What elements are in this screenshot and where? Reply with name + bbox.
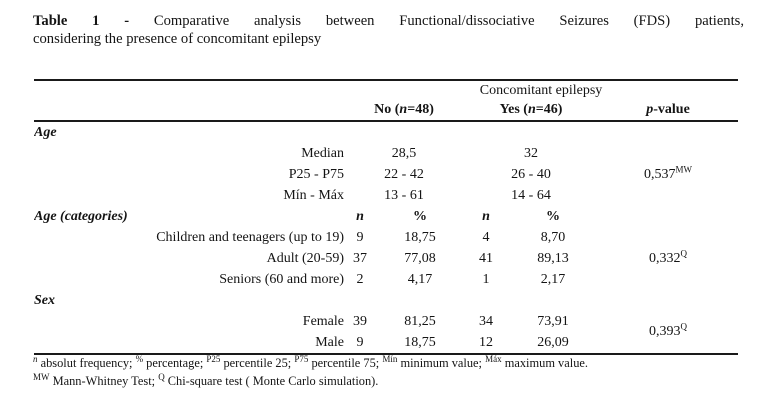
table-caption-line2: considering the presence of concomitant … [33,31,322,47]
test-superscript: Q [680,321,688,332]
row-label: Adult (20-59) [266,250,344,266]
table-header: Concomitant epilepsy No (n=48) Yes (n=46… [34,80,739,121]
spacer-cell [34,80,344,100]
subcol-header-n: n [482,208,490,224]
table-caption-line1: Table 1 - Comparative analysis between F… [33,12,744,30]
cell-no-n: 2 [356,271,364,287]
group-header: Concomitant epilepsy [479,82,603,98]
test-superscript: MW [675,163,693,174]
section-header-sex: Sex [34,292,55,308]
cell-no-pct: 77,08 [404,250,436,266]
cell-no-pct: 4,17 [407,271,433,287]
cell-yes-n: 34 [479,313,493,329]
cell-no-n: 9 [356,229,364,245]
section-header-age: Age [34,124,57,140]
row-label: Children and teenagers (up to 19) [156,229,344,245]
comparison-table: Concomitant epilepsy No (n=48) Yes (n=46… [34,79,739,355]
row-label: Median [301,145,344,161]
table-caption-text: Comparative analysis between Functional/… [153,13,744,29]
p-value-age: 0,537MW [644,163,693,182]
table-row: Children and teenagers (up to 19) 9 18,7… [34,227,738,265]
subcol-header-n: n [356,208,364,224]
cell-yes: 14 - 64 [511,187,551,203]
spacer-cell [344,290,738,311]
cell-no: 28,5 [391,145,417,161]
cell-yes-pct: 89,13 [537,250,569,266]
section-header-age-categories: Age (categories) [34,208,128,224]
cell-yes-pct: 73,91 [537,313,569,329]
cell-no-pct: 18,75 [404,334,436,350]
subcol-header-pct: % [413,208,427,224]
footnote-sup-max: Máx [485,353,502,364]
p-value-sex: 0,393Q [649,321,688,339]
column-header-row: No (n=48) Yes (n=46) p-value [34,100,738,121]
row-label: Female [302,313,344,329]
table-row: Adult (20-59) 37 77,08 41 89,13 [34,248,738,269]
footnote-sup-p25: P25 [206,353,221,364]
column-header-no: No (n=48) [374,102,434,117]
p-value-age-categories: 0,332Q [649,247,688,266]
cell-no-pct: 81,25 [404,313,436,329]
table-row: Mín - Máx 13 - 61 14 - 64 [34,185,738,206]
test-superscript: Q [680,247,688,258]
column-header-yes: Yes (n=46) [499,102,563,117]
footnote-sup-n: n [33,353,38,364]
footnote-sup-q: Q [158,371,165,382]
footnote-sup-min: Mín [382,353,398,364]
cell-yes-n: 41 [479,250,493,266]
cell-yes-pct: 8,70 [540,229,566,245]
group-header-row: Concomitant epilepsy [34,80,738,100]
section-row-sex: Sex [34,290,738,311]
table-row: Seniors (60 and more) 2 4,17 1 2,17 [34,269,738,290]
cell-no: 13 - 61 [384,187,424,203]
table-caption: Table 1 - Comparative analysis between F… [33,12,744,48]
cell-no-n: 39 [353,313,367,329]
row-label: Mín - Máx [283,187,344,203]
spacer-cell [34,100,344,121]
cell-yes-pct: 2,17 [540,271,566,287]
footnote-line-1: n absolut frequency; % percentage; P25 p… [33,353,588,370]
cell-no-n: 9 [356,334,364,350]
table-row: P25 - P75 22 - 42 26 - 40 [34,164,738,185]
table-number: Table 1 - [33,13,130,29]
spacer-cell [598,206,738,227]
subcol-header-pct: % [546,208,560,224]
cell-yes: 26 - 40 [511,166,551,182]
cell-yes-n: 4 [482,229,490,245]
row-label: P25 - P75 [288,166,344,182]
cell-yes-n: 12 [479,334,493,350]
cell-no-pct: 18,75 [404,229,436,245]
table-row: Median 28,5 32 0,537MW [34,143,738,181]
cell-yes-n: 1 [482,271,490,287]
footnote-sup-pct: % [135,353,144,364]
column-header-pvalue: p-value [646,102,690,117]
section-row-age-categories: Age (categories) n % n % [34,206,738,227]
table-row: Female 39 81,25 34 73,91 0,393Q [34,311,738,339]
cell-no-n: 37 [353,250,367,266]
footnotes: n absolut frequency; % percentage; P25 p… [33,354,747,390]
cell-yes-pct: 26,09 [537,334,569,350]
table-row: Male 9 18,75 12 26,09 [34,332,738,354]
footnote-line-2: MW Mann-Whitney Test; Q Chi-square test … [33,371,379,388]
cell-no: 22 - 42 [384,166,424,182]
footnote-sup-p75: P75 [294,353,309,364]
section-row-age: Age [34,121,738,143]
cell-yes: 32 [524,145,538,161]
footnote-sup-mw: MW [33,371,50,382]
row-label: Seniors (60 and more) [219,271,344,287]
spacer-cell [344,121,738,143]
row-label: Male [315,334,344,350]
